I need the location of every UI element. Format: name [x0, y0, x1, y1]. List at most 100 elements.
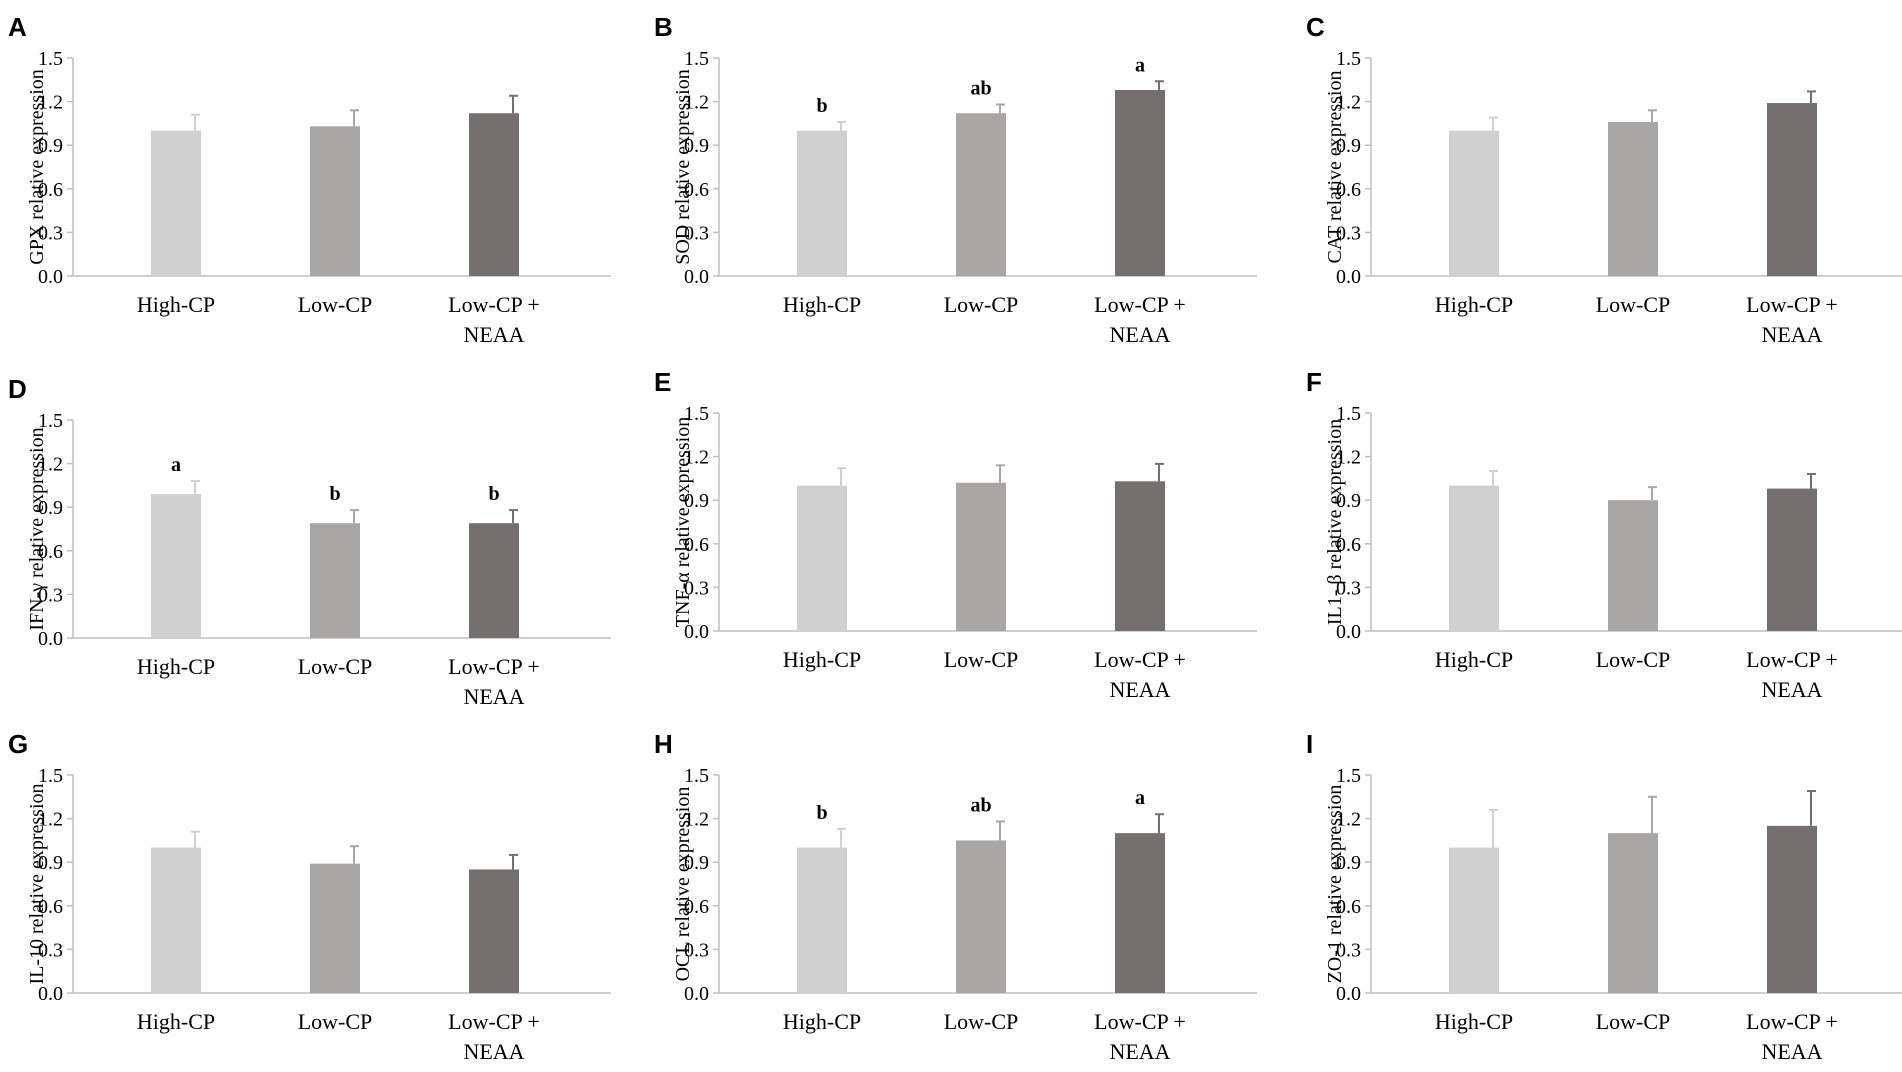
x-tick-label-2: Low-CP [1596, 292, 1671, 317]
bar-3 [1767, 103, 1817, 276]
y-tick-label: 1.2 [684, 447, 709, 469]
significance-letter-1: b [816, 802, 827, 824]
y-tick-label: 0.0 [38, 983, 63, 1005]
y-tick-label: 0.3 [38, 584, 63, 606]
y-tick-label: 0.9 [684, 490, 709, 512]
x-tick-label-2: Low-CP [298, 292, 373, 317]
bar-2 [1608, 833, 1658, 993]
y-tick-label: 0.9 [38, 497, 63, 519]
y-tick-label: 0.6 [1336, 534, 1361, 556]
significance-letter-1: b [816, 95, 827, 117]
bar-1 [797, 847, 847, 993]
y-tick-label: 0.6 [684, 534, 709, 556]
y-axis-label: IFN-γ relative expression [26, 427, 48, 630]
bar-1 [797, 485, 847, 631]
x-tick-label-1: High-CP [137, 654, 215, 679]
y-tick-label: 0.3 [38, 939, 63, 961]
bar-2 [1608, 121, 1658, 277]
significance-letter-2: ab [970, 78, 991, 100]
x-tick-label-1: High-CP [783, 647, 861, 672]
panel-letter-f: F [1306, 367, 1322, 397]
y-axis-label: TNF-α relative expression [672, 417, 694, 627]
bar-3 [1115, 481, 1165, 631]
y-tick-label: 1.5 [38, 48, 63, 70]
panel-letter-e: E [654, 367, 671, 397]
y-tick-label: 0.3 [1336, 939, 1361, 961]
bar-1 [151, 130, 201, 276]
y-tick-label: 0.9 [38, 135, 63, 157]
significance-letter-3: a [1135, 787, 1145, 809]
y-tick-label: 1.5 [684, 403, 709, 425]
y-axis-label: IL1- β relative expression [1324, 419, 1346, 625]
x-tick-label-3: Low-CP + NEAA [448, 292, 540, 347]
y-axis-label: SOD relative expression [672, 69, 694, 265]
y-tick-label: 0.0 [1336, 266, 1361, 288]
x-tick-label-3: Low-CP + NEAA [1746, 1009, 1838, 1064]
bar-2 [310, 863, 360, 993]
y-tick-label: 0.3 [38, 222, 63, 244]
x-tick-label-1: High-CP [1435, 292, 1513, 317]
x-tick-label-3: Low-CP + NEAA [1746, 647, 1838, 702]
bar-2 [310, 523, 360, 638]
bar-2 [956, 840, 1006, 993]
y-tick-label: 1.5 [684, 765, 709, 787]
bar-1 [1449, 847, 1499, 993]
y-tick-label: 1.2 [38, 92, 63, 114]
y-tick-label: 1.2 [1336, 809, 1361, 831]
panel-letter-c: C [1306, 12, 1325, 42]
panel-letter-b: B [654, 12, 673, 42]
y-tick-label: 1.2 [38, 809, 63, 831]
y-tick-label: 1.2 [684, 92, 709, 114]
bar-2 [1608, 500, 1658, 631]
y-tick-label: 0.6 [38, 896, 63, 918]
bar-3 [1767, 825, 1817, 993]
y-axis-label: ZO-1 relative expression [1324, 785, 1346, 984]
y-tick-label: 0.6 [38, 179, 63, 201]
x-tick-label-2: Low-CP [298, 1009, 373, 1034]
y-axis-label: GPX relative expression [26, 69, 48, 265]
x-tick-label-3: Low-CP + NEAA [448, 1009, 540, 1064]
bar-3 [469, 869, 519, 993]
x-tick-label-1: High-CP [1435, 1009, 1513, 1034]
y-tick-label: 0.6 [1336, 179, 1361, 201]
y-tick-label: 0.0 [1336, 621, 1361, 643]
y-tick-label: 0.0 [684, 266, 709, 288]
bar-2 [956, 113, 1006, 276]
significance-letter-2: ab [970, 795, 991, 817]
significance-letter-3: b [488, 483, 499, 505]
y-tick-label: 0.9 [38, 852, 63, 874]
x-tick-label-2: Low-CP [1596, 1009, 1671, 1034]
y-tick-label: 1.2 [1336, 92, 1361, 114]
bar-3 [1115, 833, 1165, 993]
x-tick-label-1: High-CP [1435, 647, 1513, 672]
x-tick-label-1: High-CP [137, 292, 215, 317]
y-tick-label: 0.6 [684, 896, 709, 918]
bar-2 [956, 482, 1006, 631]
y-tick-label: 1.5 [1336, 765, 1361, 787]
bar-1 [797, 130, 847, 276]
y-tick-label: 1.5 [38, 410, 63, 432]
x-tick-label-1: High-CP [137, 1009, 215, 1034]
significance-letter-2: b [329, 483, 340, 505]
x-tick-label-1: High-CP [783, 292, 861, 317]
panel-letter-d: D [8, 374, 27, 404]
x-tick-label-3: Low-CP + NEAA [1094, 647, 1186, 702]
bar-2 [310, 126, 360, 276]
y-tick-label: 1.2 [1336, 447, 1361, 469]
x-tick-label-2: Low-CP [944, 292, 1019, 317]
y-tick-label: 0.6 [38, 541, 63, 563]
x-tick-label-3: Low-CP + NEAA [1094, 1009, 1186, 1064]
y-tick-label: 0.0 [684, 621, 709, 643]
bar-1 [1449, 485, 1499, 631]
bar-3 [1767, 488, 1817, 631]
y-tick-label: 0.3 [684, 577, 709, 599]
panel-letter-a: A [8, 12, 27, 42]
y-axis-label: OCL relative expression [672, 787, 694, 982]
